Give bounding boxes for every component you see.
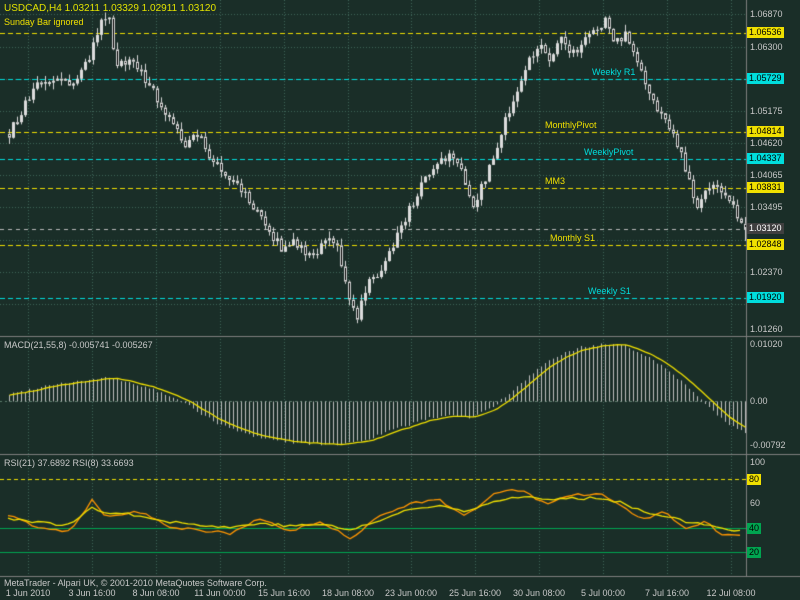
time-axis-label: 8 Jun 08:00 — [132, 588, 180, 598]
rsi-scale-axis[interactable]: 100 80 60 40 20 — [746, 455, 800, 576]
macd-indicator-label: MACD(21,55,8) -0.005741 -0.005267 — [4, 340, 153, 350]
price-tick-label: 1.04065 — [750, 170, 783, 180]
price-tick-label: 1.06870 — [750, 9, 783, 19]
time-axis-label: 12 Jul 08:00 — [706, 588, 756, 598]
price-level-box: 1.01920 — [747, 292, 784, 303]
price-axis[interactable]: 1.06870 1.06300 1.05175 1.04620 1.04065 1.034… — [746, 0, 800, 336]
price-level-box: 1.02848 — [747, 239, 784, 250]
rsi-level-box: 80 — [747, 474, 762, 485]
price-tick-label: 1.01260 — [750, 324, 783, 334]
pivot-line-label: Weekly R1 — [592, 67, 636, 77]
price-level-box: 1.05729 — [747, 73, 784, 84]
price-tick-label: 1.03495 — [750, 202, 783, 212]
macd-scale-label: 0.00 — [750, 396, 768, 406]
price-level-box: 1.04337 — [747, 153, 784, 164]
macd-scale-label: 0.01020 — [750, 339, 783, 349]
rsi-level-box: 40 — [747, 523, 762, 534]
macd-scale-axis[interactable]: 0.01020 0.00 -0.00792 — [746, 337, 800, 454]
price-tick-label: 1.04620 — [750, 138, 783, 148]
price-tick-label: 1.02370 — [750, 267, 783, 277]
pivot-line-label: MM3 — [545, 176, 565, 186]
time-axis-label: 3 Jun 16:00 — [68, 588, 116, 598]
time-axis-label: 5 Jul 00:00 — [580, 588, 626, 598]
pivot-line-label: WeeklyPivot — [584, 147, 634, 157]
rsi-indicator-label: RSI(21) 37.6892 RSI(8) 33.6693 — [4, 458, 134, 468]
time-axis-label: 23 Jun 00:00 — [384, 588, 438, 598]
time-axis-label: 30 Jun 08:00 — [512, 588, 566, 598]
time-axis[interactable]: 1 Jun 2010 3 Jun 16:00 8 Jun 08:00 11 Jun 0… — [0, 587, 800, 600]
copyright-text: MetaTrader - Alpari UK, © 2001-2010 Meta… — [4, 578, 267, 588]
pivot-line-label: Monthly S1 — [550, 233, 596, 243]
time-axis-label: 11 Jun 00:00 — [194, 588, 246, 598]
price-tick-label: 1.05175 — [750, 106, 783, 116]
rsi-scale-label: 100 — [750, 457, 766, 467]
current-price-box: 1.03120 — [747, 223, 784, 234]
chart-title-ohlc: USDCAD,H4 1.03211 1.03329 1.02911 1.0312… — [4, 3, 217, 14]
time-axis-label: 7 Jul 16:00 — [644, 588, 690, 598]
price-level-box: 1.04814 — [747, 126, 784, 137]
time-axis-label: 25 Jun 16:00 — [448, 588, 502, 598]
time-axis-label: 1 Jun 2010 — [5, 588, 51, 598]
price-level-box: 1.03831 — [747, 182, 784, 193]
pivot-line-label: Weekly S1 — [588, 286, 631, 296]
price-level-box: 1.06536 — [747, 27, 784, 38]
macd-scale-label: -0.00792 — [750, 440, 786, 450]
rsi-scale-label: 60 — [750, 498, 761, 508]
price-tick-label: 1.06300 — [750, 42, 783, 52]
rsi-level-box: 20 — [747, 547, 762, 558]
time-axis-label: 18 Jun 08:00 — [321, 588, 375, 598]
time-axis-label: 15 Jun 16:00 — [257, 588, 311, 598]
pivot-line-label: MonthlyPivot — [545, 120, 597, 130]
indicator-comment: Sunday Bar ignored — [4, 17, 84, 27]
